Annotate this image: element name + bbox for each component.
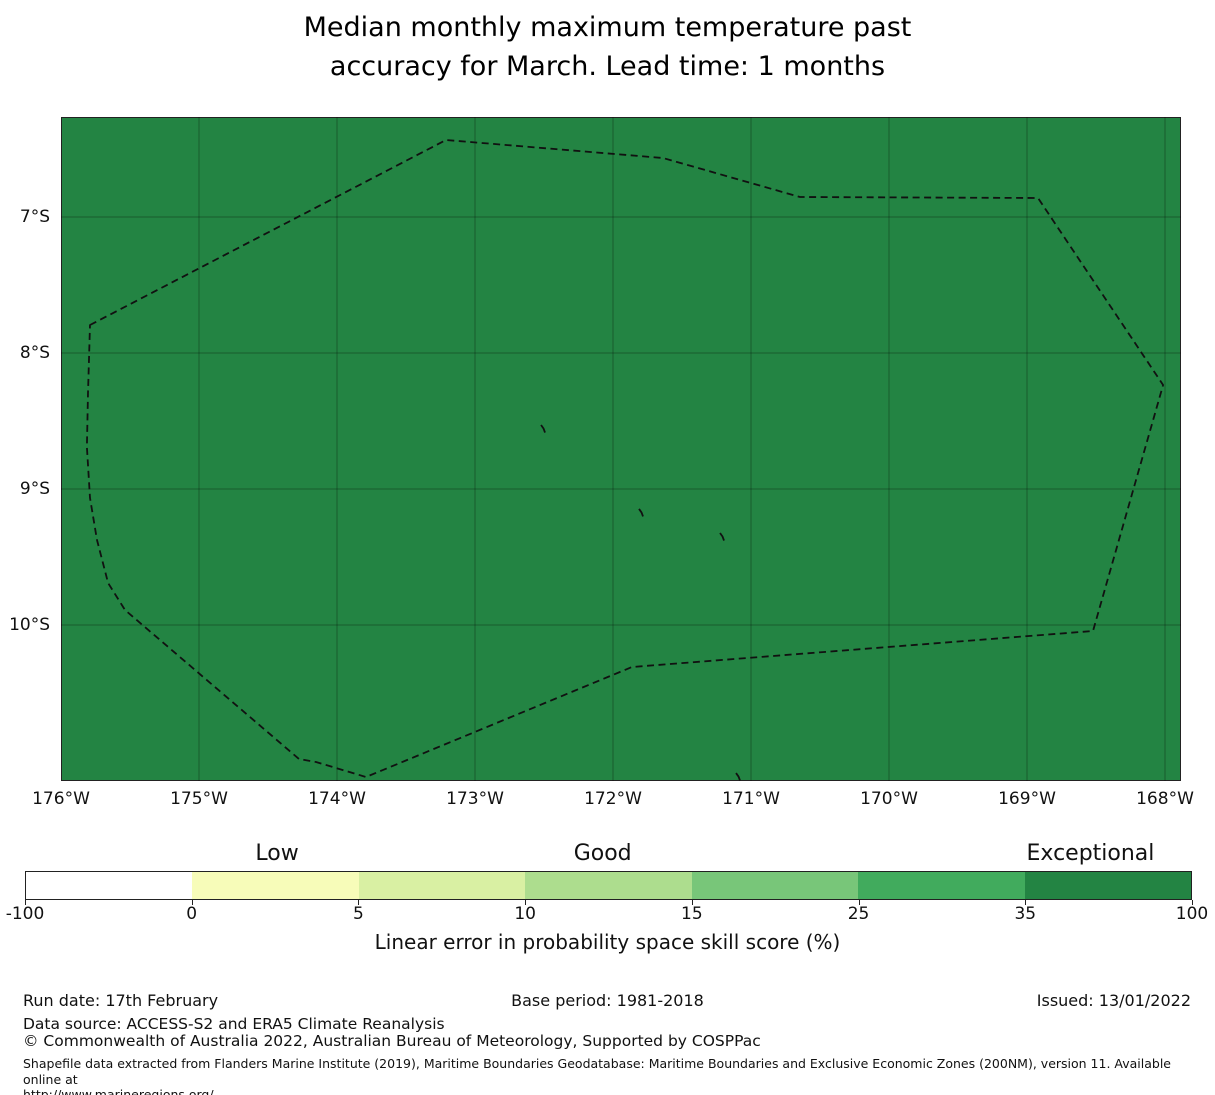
issued-date-text: Issued: 13/01/2022 bbox=[1036, 991, 1191, 1010]
colorbar-tick-label: 100 bbox=[1175, 904, 1209, 924]
x-tick-label: 174°W bbox=[308, 789, 366, 809]
colorbar-tick bbox=[691, 900, 693, 905]
colorbar-tick-label: 5 bbox=[353, 904, 364, 924]
copyright-text: © Commonwealth of Australia 2022, Austra… bbox=[23, 1032, 761, 1050]
y-tick-label: 8°S bbox=[19, 343, 50, 363]
island-mark bbox=[735, 772, 741, 781]
colorbar-segment bbox=[691, 872, 859, 899]
y-tick-label: 9°S bbox=[19, 479, 50, 499]
shapefile-attribution-text: Shapefile data extracted from Flanders M… bbox=[23, 1056, 1171, 1095]
island-mark bbox=[638, 508, 644, 517]
base-period-text: Base period: 1981-2018 bbox=[511, 991, 704, 1010]
colorbar-tick-label: 10 bbox=[514, 904, 536, 924]
colorbar-segment bbox=[26, 872, 193, 899]
map-plot bbox=[61, 117, 1181, 781]
colorbar-category-label: Good bbox=[573, 841, 632, 866]
colorbar-segment bbox=[192, 872, 359, 899]
y-tick-label: 7°S bbox=[19, 207, 50, 227]
x-tick-label: 173°W bbox=[446, 789, 504, 809]
data-source-text: Data source: ACCESS-S2 and ERA5 Climate … bbox=[23, 1015, 445, 1033]
island-mark bbox=[719, 532, 725, 541]
x-tick-label: 176°W bbox=[32, 789, 90, 809]
colorbar-tick bbox=[525, 900, 527, 905]
run-date-text: Run date: 17th February bbox=[23, 991, 219, 1010]
colorbar-tick bbox=[1192, 900, 1193, 905]
colorbar-category-label: Exceptional bbox=[1026, 841, 1155, 866]
colorbar-tick bbox=[25, 900, 26, 905]
colorbar-tick-label: 35 bbox=[1014, 904, 1037, 924]
colorbar-tick-label: -100 bbox=[5, 904, 45, 924]
x-tick-label: 168°W bbox=[1136, 789, 1194, 809]
colorbar-tick-label: 15 bbox=[681, 904, 703, 924]
eez-boundary-dashed bbox=[85, 139, 1164, 778]
x-tick-label: 175°W bbox=[170, 789, 228, 809]
colorbar-tick-label: 0 bbox=[186, 904, 198, 924]
colorbar-segment bbox=[525, 872, 692, 899]
colorbar bbox=[25, 871, 1192, 900]
island-mark bbox=[540, 424, 546, 433]
colorbar-segment bbox=[1024, 872, 1191, 899]
colorbar-category-label: Low bbox=[255, 841, 299, 866]
colorbar-tick bbox=[858, 900, 860, 905]
x-tick-label: 169°W bbox=[998, 789, 1056, 809]
colorbar-axis-label: Linear error in probability space skill … bbox=[374, 930, 841, 954]
x-tick-label: 172°W bbox=[584, 789, 642, 809]
colorbar-segment bbox=[858, 872, 1025, 899]
colorbar-tick bbox=[191, 900, 193, 905]
colorbar-tick bbox=[1025, 900, 1027, 905]
colorbar-tick bbox=[358, 900, 360, 905]
y-tick-label: 10°S bbox=[9, 615, 50, 635]
chart-title: Median monthly maximum temperature past … bbox=[303, 12, 912, 82]
colorbar-tick-label: 25 bbox=[847, 904, 870, 924]
x-tick-label: 170°W bbox=[860, 789, 918, 809]
colorbar-segment bbox=[358, 872, 526, 899]
x-tick-label: 171°W bbox=[722, 789, 780, 809]
map-background bbox=[61, 117, 1181, 781]
